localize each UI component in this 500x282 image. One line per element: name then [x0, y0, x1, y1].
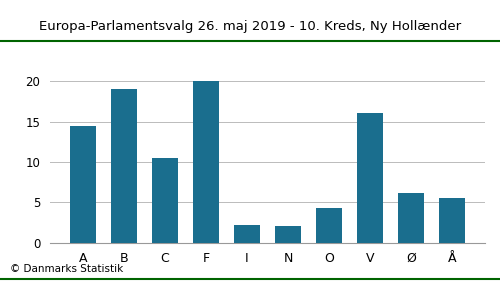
Bar	[398, 193, 424, 243]
Bar	[234, 225, 260, 243]
Bar	[111, 89, 138, 243]
Bar	[274, 226, 301, 243]
Bar	[438, 198, 465, 243]
Text: © Danmarks Statistik: © Danmarks Statistik	[10, 264, 123, 274]
Bar	[152, 158, 178, 243]
Text: Europa-Parlamentsvalg 26. maj 2019 - 10. Kreds, Ny Hollænder: Europa-Parlamentsvalg 26. maj 2019 - 10.…	[39, 20, 461, 33]
Bar	[356, 113, 384, 243]
Bar	[316, 208, 342, 243]
Bar	[70, 126, 96, 243]
Bar	[192, 81, 220, 243]
